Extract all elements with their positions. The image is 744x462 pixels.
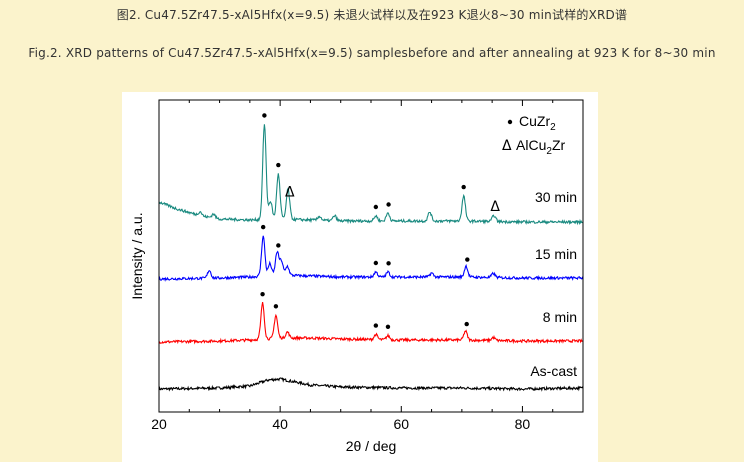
cuzr2-marker — [273, 304, 279, 309]
x-tick-label: 20 — [151, 416, 167, 432]
series-label: As-cast — [530, 363, 577, 379]
cuzr2-marker — [260, 291, 265, 297]
cuzr2-marker — [276, 162, 281, 168]
cuzr2-marker — [461, 184, 466, 190]
series-as-cast: As-cast — [158, 363, 584, 392]
x-tick-label: 40 — [272, 416, 288, 432]
series-label: 30 min — [535, 189, 577, 205]
xrd-chart: As-cast 8 min 15 min Δ Δ 30 min 20 40 60 80 CuZr… — [129, 99, 584, 454]
cuzr2-marker — [465, 257, 470, 262]
chart-panel: As-cast 8 min 15 min Δ Δ 30 min 20 40 60 80 CuZr… — [122, 92, 598, 462]
series-layer: As-cast 8 min 15 min Δ Δ 30 min — [158, 113, 584, 392]
cuzr2-marker — [386, 261, 391, 266]
cuzr2-marker — [373, 260, 379, 266]
y-axis-label: Intensity / a.u. — [129, 212, 145, 299]
caption-area: 图2. Cu47.5Zr47.5-xAl5Hfx(x=9.5) 未退火试样以及在… — [0, 0, 744, 88]
series-line — [158, 377, 584, 392]
series-line — [158, 302, 584, 345]
x-axis-label: 2θ / deg — [346, 438, 397, 454]
series-label: 15 min — [535, 246, 577, 262]
x-tick-label: 60 — [393, 416, 409, 432]
series-8-min: 8 min — [158, 291, 584, 345]
series-line — [158, 235, 584, 282]
cuzr2-marker — [386, 202, 391, 207]
alcu2zr-marker: Δ — [490, 199, 500, 215]
legend: CuZr2 Δ AlCu2Zr — [502, 113, 566, 157]
alcu2zr-marker: Δ — [285, 184, 295, 200]
cuzr2-marker — [276, 243, 281, 248]
legend-dot-icon — [507, 119, 513, 125]
legend-cuzr2: CuZr2 — [519, 113, 556, 133]
cuzr2-marker — [262, 113, 267, 118]
series-30-min: Δ Δ 30 min — [158, 113, 584, 226]
cuzr2-marker — [260, 224, 266, 230]
cuzr2-marker — [373, 323, 379, 328]
series-line — [158, 124, 584, 226]
cuzr2-marker — [373, 204, 379, 210]
series-label: 8 min — [543, 309, 577, 325]
caption-chinese: 图2. Cu47.5Zr47.5-xAl5Hfx(x=9.5) 未退火试样以及在… — [116, 8, 628, 22]
legend-alcu2zr: Δ AlCu2Zr — [502, 137, 566, 157]
caption-english: Fig.2. XRD patterns of Cu47.5Zr47.5-xAl5… — [28, 46, 716, 60]
series-15-min: 15 min — [158, 224, 584, 282]
cuzr2-marker — [385, 324, 391, 329]
x-tick-label: 80 — [515, 416, 531, 432]
cuzr2-marker — [464, 321, 469, 327]
axis-layer: 20 40 60 80 — [151, 100, 584, 432]
